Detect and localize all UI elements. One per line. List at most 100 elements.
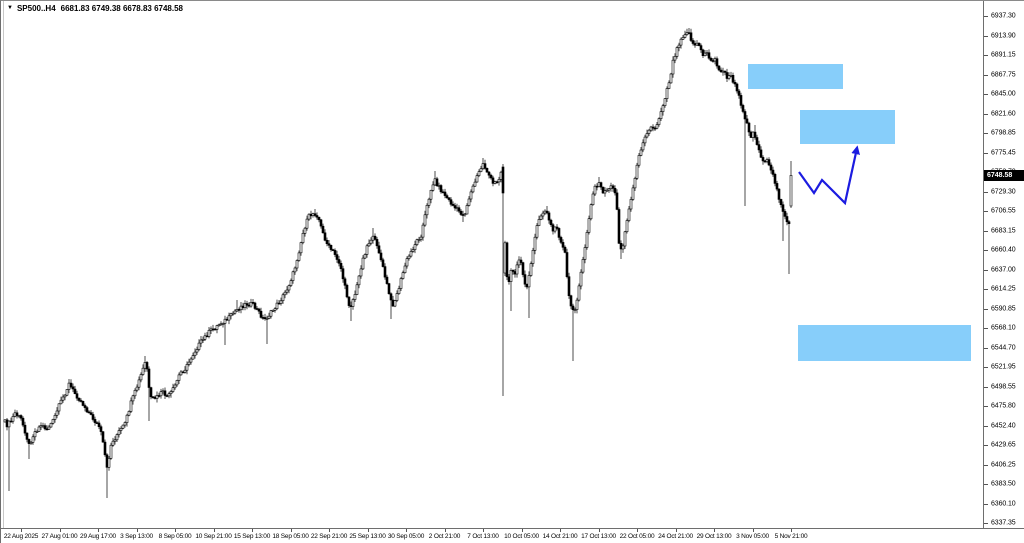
candle — [149, 387, 153, 398]
candle — [531, 250, 535, 264]
candle — [625, 220, 629, 232]
candle — [387, 283, 391, 295]
candle — [73, 388, 77, 395]
candle — [303, 227, 307, 234]
candle — [265, 318, 269, 320]
candle — [227, 315, 231, 321]
time-label: 15 Sep 13:00 — [233, 533, 271, 540]
candle — [523, 274, 527, 285]
candle — [353, 294, 357, 300]
candle — [293, 267, 297, 273]
candle — [579, 271, 583, 287]
supply-demand-zone[interactable] — [748, 64, 843, 89]
supply-demand-zone[interactable] — [798, 325, 971, 361]
candle — [243, 303, 247, 308]
candle — [341, 268, 345, 280]
candle — [83, 405, 87, 408]
candle — [415, 239, 419, 245]
candle — [539, 215, 543, 220]
candle — [475, 175, 479, 183]
candle — [709, 57, 713, 61]
candle — [361, 257, 365, 270]
candle — [613, 188, 617, 194]
candle — [173, 384, 177, 389]
price-label: 6544.70 — [991, 344, 1016, 352]
price-tick — [984, 74, 988, 76]
candle — [275, 302, 279, 310]
chevron-down-icon[interactable]: ▼ — [7, 5, 13, 11]
candle — [205, 335, 209, 338]
candle — [297, 252, 301, 261]
price-tick — [984, 328, 988, 329]
candle — [447, 197, 451, 200]
candle — [77, 397, 81, 401]
candle — [671, 59, 675, 75]
candle — [317, 216, 321, 221]
candle — [319, 219, 323, 227]
candle — [109, 444, 113, 459]
candle — [661, 105, 665, 112]
candle — [553, 226, 557, 232]
candle — [771, 169, 775, 175]
candle — [787, 221, 791, 224]
candle — [29, 442, 33, 444]
candle — [483, 163, 487, 169]
candle — [221, 323, 225, 325]
candle — [491, 177, 495, 184]
price-tick — [984, 211, 988, 212]
candle — [639, 149, 643, 156]
candle — [643, 136, 647, 144]
candle — [91, 414, 95, 420]
candle — [143, 362, 147, 369]
candle — [113, 439, 117, 442]
candle — [417, 239, 421, 241]
candle — [365, 245, 369, 255]
price-tick — [984, 35, 988, 37]
candle — [207, 329, 211, 337]
time-label: 30 Sep 05:00 — [387, 533, 425, 540]
candle — [141, 367, 145, 375]
candle — [761, 157, 765, 162]
candle — [485, 168, 489, 173]
candle — [339, 262, 343, 269]
candle — [477, 171, 481, 176]
price-tick — [984, 230, 988, 232]
candle — [715, 58, 719, 67]
candle — [555, 226, 559, 229]
projection-arrow[interactable] — [798, 145, 860, 206]
candle — [467, 198, 471, 206]
candle — [347, 296, 351, 306]
price-axis[interactable]: 6937.30 6913.90 6891.15 6867.75 6845.00 6821.… — [984, 1, 1024, 528]
candle — [585, 232, 589, 248]
candle — [151, 396, 155, 399]
candle — [375, 239, 379, 247]
candle — [307, 213, 311, 220]
candle — [435, 178, 439, 187]
candle — [683, 34, 687, 38]
chart-canvas[interactable] — [1, 1, 983, 528]
candle — [191, 355, 195, 360]
price-tick — [984, 406, 988, 407]
candle — [615, 192, 619, 210]
time-label: 3 Sep 13:00 — [120, 533, 153, 540]
time-axis[interactable]: 22 Aug 2025 27 Aug 01:00 29 Aug 17:00 3 Sep… — [1, 529, 1024, 543]
time-tick — [367, 529, 369, 532]
candle — [159, 391, 163, 397]
candle — [509, 269, 513, 282]
candle — [637, 155, 641, 166]
candle — [743, 111, 747, 120]
candle — [367, 243, 371, 247]
price-label: 6337.35 — [991, 519, 1016, 527]
candle — [335, 254, 339, 260]
candle — [739, 95, 743, 106]
candle — [147, 368, 151, 388]
time-label: 27 Aug 01:00 — [41, 533, 78, 540]
price-tick — [984, 464, 988, 466]
candle — [445, 195, 449, 199]
candle — [535, 225, 539, 238]
candle — [443, 191, 447, 196]
candle — [781, 204, 785, 212]
candle — [209, 328, 213, 331]
supply-demand-zone[interactable] — [800, 110, 895, 144]
candle — [65, 389, 69, 396]
